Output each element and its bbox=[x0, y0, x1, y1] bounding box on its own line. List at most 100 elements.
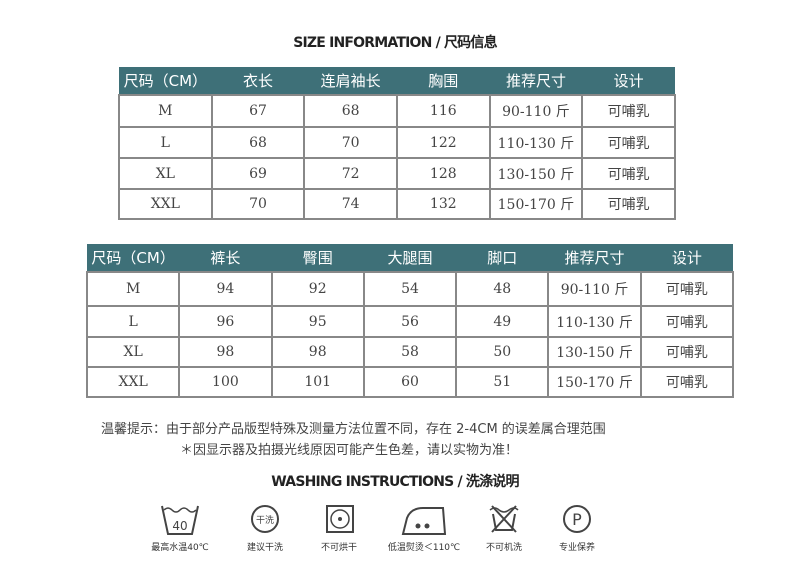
table-cell: 110-130 斤 bbox=[547, 305, 642, 338]
table-cell: 56 bbox=[362, 305, 458, 338]
column-header: 连肩袖长 bbox=[304, 67, 397, 95]
table-cell: 70 bbox=[303, 126, 398, 159]
table-cell: 98 bbox=[270, 336, 365, 368]
table-cell: XL bbox=[85, 336, 181, 368]
wash-dry-clean: 干洗 建议干洗 bbox=[215, 500, 315, 553]
column-header: 推荐尺寸 bbox=[489, 67, 583, 95]
table-cell: 60 bbox=[362, 366, 458, 398]
iron-low-icon bbox=[401, 507, 447, 535]
professional-care-icon: P bbox=[563, 505, 591, 533]
table-cell: 54 bbox=[362, 271, 458, 307]
svg-text:P: P bbox=[572, 510, 582, 529]
table-cell: 49 bbox=[455, 305, 550, 338]
table-cell: 67 bbox=[210, 94, 306, 128]
table-cell: 150-170 斤 bbox=[488, 188, 584, 220]
table-cell: 98 bbox=[178, 336, 273, 368]
table-cell: 68 bbox=[303, 94, 398, 128]
table-cell: 94 bbox=[178, 271, 273, 307]
svg-text:40: 40 bbox=[172, 519, 187, 533]
column-header: 裤长 bbox=[179, 244, 272, 272]
table-cell: L bbox=[85, 305, 181, 338]
dry-clean-icon: 干洗 bbox=[251, 505, 279, 533]
wash-no-machine: 不可机洗 bbox=[454, 500, 554, 553]
column-header: 臀围 bbox=[271, 244, 364, 272]
table-cell: XXL bbox=[85, 366, 181, 398]
table-row: L 68 70 122 110-130 斤可哺乳 bbox=[118, 126, 676, 159]
table-cell: 90-110 斤 bbox=[547, 271, 642, 307]
table-cell: 101 bbox=[270, 366, 365, 398]
table-cell: 可哺乳 bbox=[581, 126, 676, 159]
column-header: 衣长 bbox=[211, 67, 305, 95]
header-row: 尺码（CM） 裤长 臀围 大腿围 脚口 推荐尺寸 设计 bbox=[87, 244, 733, 272]
column-header: 设计 bbox=[640, 244, 733, 272]
table-row: XXL 100 101 60 51 150-170 斤可哺乳 bbox=[85, 366, 735, 398]
table-cell: M bbox=[85, 271, 181, 307]
column-header: 大腿围 bbox=[363, 244, 457, 272]
table-cell: 92 bbox=[270, 271, 365, 307]
column-header: 尺码（CM） bbox=[119, 67, 212, 95]
table-row: M 67 68 116 90-110 斤可哺乳 bbox=[118, 94, 676, 128]
table-row: XL 69 72 128 130-150 斤可哺乳 bbox=[118, 157, 676, 190]
table-row: XXL 70 74 132 150-170 斤可哺乳 bbox=[118, 188, 676, 220]
table-cell: 95 bbox=[270, 305, 365, 338]
table-cell: 可哺乳 bbox=[581, 157, 676, 190]
table-cell: 96 bbox=[178, 305, 273, 338]
column-header: 脚口 bbox=[456, 244, 549, 272]
column-header: 胸围 bbox=[396, 67, 490, 95]
table-cell: 69 bbox=[210, 157, 306, 190]
wash-title: WASHING INSTRUCTIONS / 洗涤说明 bbox=[271, 474, 519, 490]
table-cell: 70 bbox=[210, 188, 306, 220]
table-cell: 50 bbox=[455, 336, 550, 368]
table-cell: 48 bbox=[455, 271, 550, 307]
table-cell: 可哺乳 bbox=[581, 94, 676, 128]
column-header: 推荐尺寸 bbox=[548, 244, 641, 272]
wash-label: 低温熨烫＜110℃ bbox=[387, 543, 461, 553]
size-title: SIZE INFORMATION / 尺码信息 bbox=[293, 35, 497, 51]
note-tolerance: 温馨提示：由于部分产品版型特殊及测量方法位置不同，存在 2-4CM 的误差属合理… bbox=[101, 422, 606, 437]
wash-iron: 低温熨烫＜110℃ bbox=[374, 500, 474, 553]
svg-text:干洗: 干洗 bbox=[256, 514, 274, 526]
wash-label: 建议干洗 bbox=[246, 543, 283, 553]
wash-label: 最高水温40℃ bbox=[151, 543, 209, 553]
table-row: L 96 95 56 49 110-130 斤可哺乳 bbox=[85, 305, 735, 338]
table-cell: 68 bbox=[210, 126, 306, 159]
wash-professional: P 专业保养 bbox=[527, 500, 627, 553]
table-cell: 51 bbox=[455, 366, 550, 398]
table-cell: 128 bbox=[395, 157, 491, 190]
bottom-size-table: 尺码（CM） 裤长 臀围 大腿围 脚口 推荐尺寸 设计 M 94 92 54 48 90-110 斤可哺… bbox=[85, 244, 735, 398]
table-cell: 130-150 斤 bbox=[547, 336, 642, 368]
table-cell: 122 bbox=[395, 126, 491, 159]
table-cell: 90-110 斤 bbox=[488, 94, 584, 128]
table-cell: 可哺乳 bbox=[639, 305, 735, 338]
table-cell: XXL bbox=[118, 188, 213, 220]
table-cell: 58 bbox=[362, 336, 458, 368]
table-cell: 72 bbox=[303, 157, 398, 190]
wash-label: 不可机洗 bbox=[485, 543, 522, 553]
table-cell: 74 bbox=[303, 188, 398, 220]
table-cell: 可哺乳 bbox=[581, 188, 676, 220]
table-cell: 132 bbox=[395, 188, 491, 220]
table-row: XL 98 98 58 50 130-150 斤可哺乳 bbox=[85, 336, 735, 368]
table-cell: 130-150 斤 bbox=[488, 157, 584, 190]
table-cell: M bbox=[118, 94, 213, 128]
table-cell: 116 bbox=[395, 94, 491, 128]
table-cell: 100 bbox=[178, 366, 273, 398]
table-row: M 94 92 54 48 90-110 斤可哺乳 bbox=[85, 271, 735, 307]
table-cell: 110-130 斤 bbox=[488, 126, 584, 159]
header-row: 尺码（CM） 衣长 连肩袖长 胸围 推荐尺寸 设计 bbox=[119, 67, 675, 95]
wash-40-icon: 40 bbox=[161, 505, 199, 535]
wash-40: 40 最高水温40℃ bbox=[130, 500, 230, 553]
table-cell: 可哺乳 bbox=[639, 336, 735, 368]
top-size-table: 尺码（CM） 衣长 连肩袖长 胸围 推荐尺寸 设计 M 67 68 116 90-110 斤可哺乳 L… bbox=[118, 67, 676, 220]
no-machine-wash-icon bbox=[489, 505, 519, 533]
table-cell: 可哺乳 bbox=[639, 366, 735, 398]
wash-label: 专业保养 bbox=[558, 543, 595, 553]
column-header: 尺码（CM） bbox=[87, 244, 180, 272]
note-color: ＊因显示器及拍摄光线原因可能产生色差，请以实物为准！ bbox=[180, 443, 519, 458]
column-header: 设计 bbox=[582, 67, 675, 95]
wash-no-tumble: 不可烘干 bbox=[289, 500, 389, 553]
no-tumble-dry-icon bbox=[326, 505, 354, 533]
table-cell: 可哺乳 bbox=[639, 271, 735, 307]
table-cell: L bbox=[118, 126, 213, 159]
wash-label: 不可烘干 bbox=[320, 543, 357, 553]
